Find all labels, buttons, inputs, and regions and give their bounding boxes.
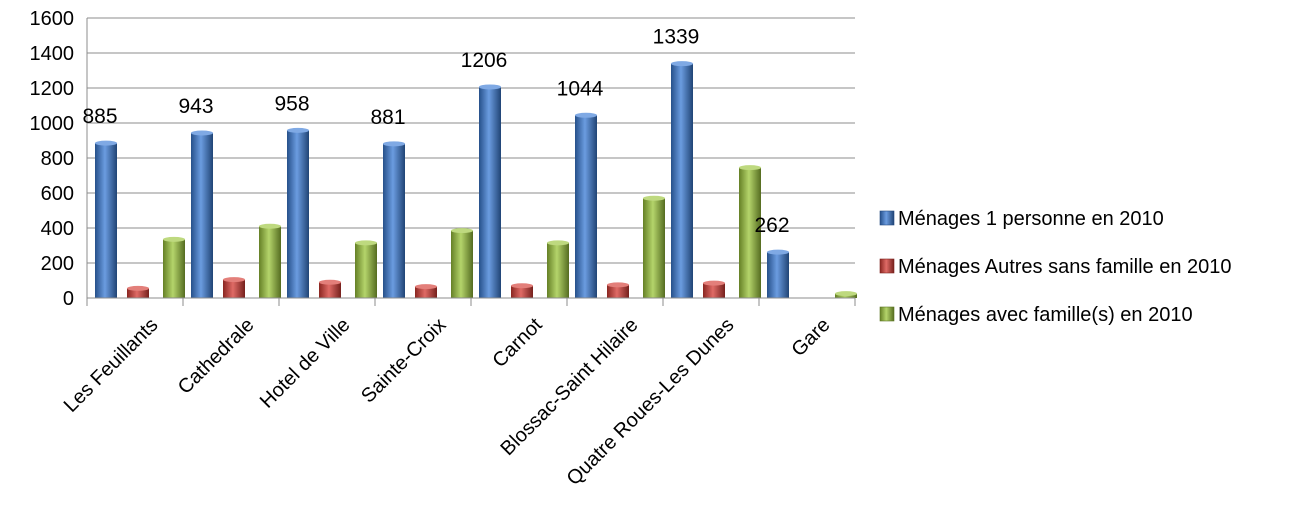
bar: [607, 284, 629, 298]
bar: [643, 198, 665, 298]
bar-top: [127, 285, 149, 291]
y-tick-label: 1600: [30, 8, 75, 30]
bar: [739, 167, 761, 298]
legend-swatch: [879, 258, 895, 274]
bar: [259, 226, 281, 298]
bar-top: [479, 84, 501, 90]
bar-top: [643, 195, 665, 201]
legend: Ménages 1 personne en 2010 Ménages Autres…: [879, 208, 1232, 326]
y-tick-label: 1000: [30, 113, 75, 135]
legend-label: Ménages 1 personne en 2010: [898, 208, 1164, 230]
bar: [767, 252, 789, 298]
bar: [575, 115, 597, 298]
bar: [95, 143, 117, 298]
y-tick-label: 1400: [30, 43, 75, 65]
bar: [671, 63, 693, 298]
bar-top: [739, 165, 761, 171]
bars: [95, 61, 857, 298]
category-label: Cathedrale: [174, 314, 259, 399]
y-axis: 0 200 400 600 800 1000 1200 1400 1600: [30, 8, 88, 310]
bar: [547, 242, 569, 298]
category-label: Quatre Roues-Les Dunes: [563, 314, 739, 490]
bar: [191, 132, 213, 298]
bar-top: [767, 249, 789, 255]
legend-label: Ménages Autres sans famille en 2010: [898, 256, 1232, 278]
bar-top: [355, 240, 377, 246]
bar: [127, 288, 149, 298]
category-label: Carnot: [489, 314, 547, 372]
legend-swatch: [879, 306, 895, 322]
bar-top: [671, 61, 693, 67]
bar: [451, 230, 473, 298]
bar-top: [511, 283, 533, 289]
bar-top: [287, 127, 309, 133]
bar: [163, 239, 185, 298]
bar: [511, 285, 533, 298]
data-label: 1206: [461, 49, 508, 72]
bar-top: [415, 284, 437, 290]
y-tick-label: 0: [63, 288, 74, 310]
bar-top: [95, 140, 117, 146]
bar-top: [451, 228, 473, 234]
data-label: 881: [370, 106, 405, 129]
bar-top: [547, 240, 569, 246]
y-tick-label: 600: [41, 183, 74, 205]
data-label: 958: [274, 92, 309, 115]
category-label: Gare: [788, 314, 835, 361]
data-labels: 885 943 958 881 1206 1044 1339 262: [82, 26, 789, 237]
bar-top: [319, 279, 341, 285]
bar-top: [383, 141, 405, 147]
category-label: Les Feuillants: [60, 314, 163, 417]
data-label: 1044: [557, 77, 604, 100]
legend-label: Ménages avec famille(s) en 2010: [898, 304, 1193, 326]
bar: [287, 130, 309, 298]
bar-top: [607, 282, 629, 288]
bar: [319, 282, 341, 298]
bar: [415, 286, 437, 298]
bar-top: [835, 291, 857, 297]
category-label: Hotel de Ville: [256, 314, 355, 413]
bar: [479, 86, 501, 298]
bar-top: [223, 277, 245, 283]
gridlines: [87, 17, 855, 299]
category-label: Sainte-Croix: [357, 314, 450, 407]
y-tick-label: 400: [41, 218, 74, 240]
bar: [383, 143, 405, 298]
data-label: 1339: [653, 26, 700, 49]
data-label: 885: [82, 105, 117, 128]
bar-top: [259, 223, 281, 229]
bar-top: [575, 112, 597, 118]
y-tick-label: 800: [41, 148, 74, 170]
bar: [355, 242, 377, 298]
bar: [223, 279, 245, 298]
data-label: 943: [178, 95, 213, 118]
legend-swatch: [879, 210, 895, 226]
y-tick-label: 1200: [30, 78, 75, 100]
bar-top: [703, 280, 725, 286]
data-label: 262: [754, 214, 789, 237]
bar-top: [191, 130, 213, 136]
bar: [703, 283, 725, 298]
y-tick-label: 200: [41, 253, 74, 275]
bar-top: [163, 236, 185, 242]
